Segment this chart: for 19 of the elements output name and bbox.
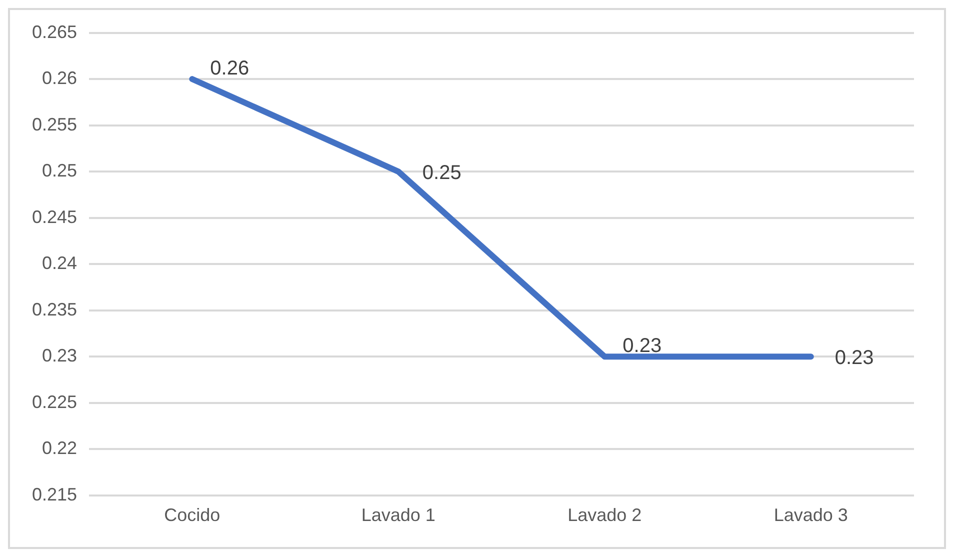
y-tick-label: 0.225 bbox=[32, 392, 78, 412]
x-tick-label: Lavado 2 bbox=[568, 505, 642, 526]
x-tick-label: Cocido bbox=[164, 505, 220, 526]
y-tick-label: 0.26 bbox=[42, 68, 78, 88]
y-tick-label: 0.245 bbox=[32, 206, 78, 227]
y-tick-label: 0.22 bbox=[42, 438, 78, 458]
y-tick-label: 0.23 bbox=[42, 346, 78, 366]
y-tick-label: 0.25 bbox=[42, 160, 78, 181]
data-label: 0.23 bbox=[834, 347, 874, 370]
data-label: 0.25 bbox=[422, 162, 462, 184]
x-tick-label: Lavado 1 bbox=[361, 505, 436, 526]
data-label: 0.26 bbox=[210, 58, 250, 80]
y-tick-label: 0.24 bbox=[42, 253, 78, 274]
x-tick-label: Lavado 3 bbox=[774, 505, 848, 526]
y-tick-label: 0.235 bbox=[32, 299, 78, 320]
y-tick-label: 0.215 bbox=[32, 484, 78, 504]
y-tick-label: 0.265 bbox=[32, 22, 78, 42]
y-tick-label: 0.255 bbox=[32, 114, 78, 134]
data-label: 0.23 bbox=[622, 335, 662, 358]
